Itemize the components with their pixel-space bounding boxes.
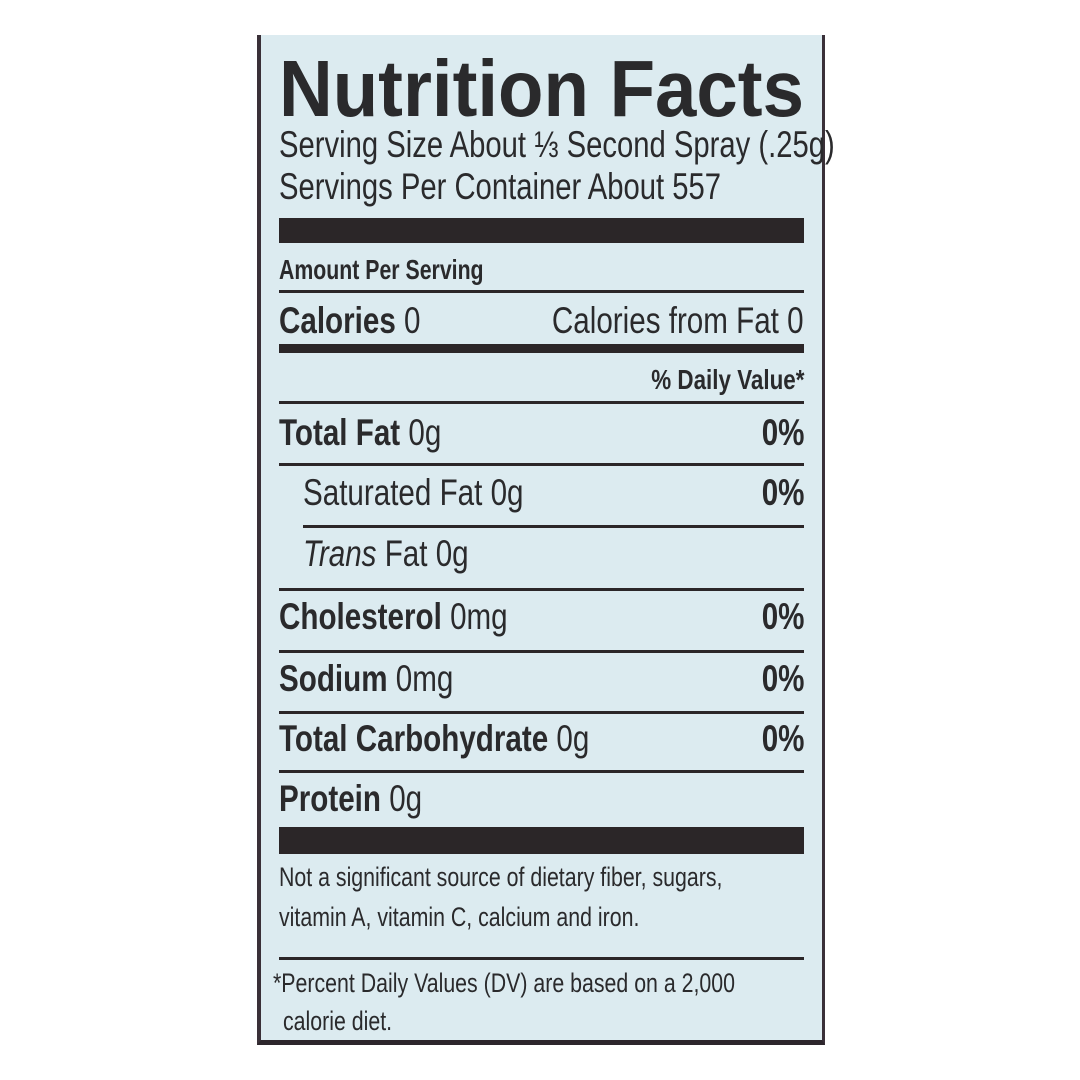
daily-value-header-row: % Daily Value* [279,363,804,407]
thin-divider [303,525,804,528]
serving-size-row: Serving Size About ⅓ Second Spray (.25g) [279,123,835,167]
footnote-nutrients-line2: vitamin A, vitamin C, calcium and iron. [279,902,640,932]
nutrient-row-sodium: Sodium 0mg 0% [279,658,804,699]
servings-per-container-row: Servings Per Container About 557 [279,165,804,209]
title-row: Nutrition Facts [279,49,804,133]
footnote-daily-values-line2: calorie diet. [283,1006,393,1036]
amount-per-serving-row: Amount Per Serving [279,253,804,297]
footnote-nutrients: Not a significant source of dietary fibe… [279,862,723,892]
amount-per-serving: Amount Per Serving [279,254,484,285]
medium-divider [279,344,804,353]
thick-divider [279,827,804,854]
servings-per-container: Servings Per Container About 557 [279,166,721,207]
footnote-daily-values: *Percent Daily Values (DV) are based on … [273,968,736,998]
serving-size: Serving Size About ⅓ Second Spray (.25g) [279,124,835,165]
thin-divider [279,401,804,404]
nutrient-row-total-fat: Total Fat 0g 0% [279,412,804,453]
daily-value-header: % Daily Value* [650,364,804,395]
thin-divider [279,463,804,466]
thin-divider [279,770,804,773]
nutrient-row-protein: Protein 0g [279,778,423,819]
nutrient-row-trans-fat: Trans Fat 0g [303,533,469,574]
thick-divider [279,218,804,243]
calories-from-fat: Calories from Fat 0 [552,300,804,341]
nutrient-row-cholesterol: Cholesterol 0mg 0% [279,596,804,637]
thin-divider [279,588,804,591]
calories-row: Calories 0 Calories from Fat 0 [279,299,804,343]
nutrient-row-saturated-fat: Saturated Fat 0g 0% [303,472,804,513]
thin-divider [279,957,804,960]
calories: Calories 0 [279,300,421,341]
thin-divider [279,711,804,714]
thin-divider [279,290,804,293]
nutrient-row-total-carbohydrate: Total Carbohydrate 0g 0% [279,718,804,759]
label-title: Nutrition Facts [279,44,804,133]
thin-divider [279,650,804,653]
nutrition-facts-label: Nutrition Facts Serving Size About ⅓ Sec… [257,35,835,1045]
